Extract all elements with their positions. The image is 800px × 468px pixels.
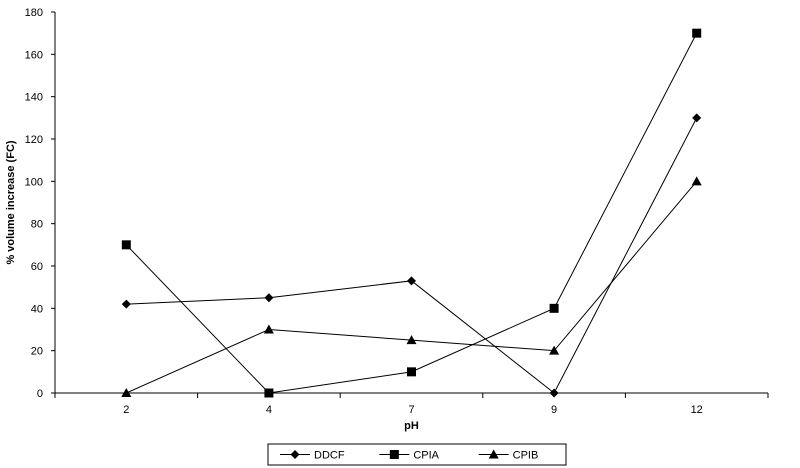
data-point-cpib	[691, 176, 702, 186]
data-point-cpia	[264, 388, 274, 398]
x-tick-label: 7	[408, 404, 414, 416]
y-tick-label: 120	[25, 134, 43, 146]
y-tick-label: 20	[31, 346, 43, 358]
y-tick-label: 160	[25, 49, 43, 61]
x-axis-ticks: 2 4 7 9 12	[54, 393, 769, 416]
y-tick-label: 100	[25, 176, 43, 188]
data-point-ddcf	[121, 299, 131, 309]
data-point-cpib	[549, 345, 560, 355]
legend-marker-ddcf	[290, 450, 300, 459]
y-tick-label: 40	[31, 303, 43, 315]
y-tick-label: 140	[25, 92, 43, 104]
series-markers	[121, 28, 702, 398]
data-point-ddcf	[692, 113, 702, 123]
y-tick-label: 0	[37, 388, 43, 400]
series-line-cpib	[126, 181, 698, 394]
legend-label-cpib: CPIB	[513, 450, 539, 462]
x-tick-label: 9	[551, 404, 557, 416]
x-tick-label: 2	[123, 404, 129, 416]
data-point-ddcf	[407, 276, 416, 286]
legend: DDCF CPIA CPIB	[267, 443, 567, 466]
y-tick-label: 180	[25, 7, 43, 19]
series-line-ddcf	[126, 117, 698, 394]
data-point-cpia	[692, 28, 702, 38]
data-point-cpia	[121, 240, 131, 250]
data-point-ddcf	[549, 388, 559, 398]
legend-label-cpia: CPIA	[413, 450, 439, 462]
axes	[54, 12, 768, 394]
legend-marker-cpib	[488, 449, 499, 459]
legend-box	[267, 443, 567, 466]
x-axis-title: pH	[404, 420, 419, 432]
x-tick-label: 4	[266, 404, 272, 416]
data-point-cpia	[549, 303, 559, 313]
y-tick-label: 80	[31, 219, 43, 231]
y-axis-title: % volume increase (FC)	[5, 140, 17, 264]
y-axis-ticks: 0 20 40 60 80 100 120 140 160 180	[25, 7, 55, 400]
data-point-ddcf	[264, 293, 274, 303]
data-point-cpib	[263, 324, 274, 334]
legend-label-ddcf: DDCF	[314, 450, 345, 462]
data-point-cpib	[406, 335, 417, 345]
y-tick-label: 60	[31, 261, 43, 273]
data-point-cpib	[121, 388, 132, 397]
legend-marker-cpia	[389, 450, 399, 459]
x-tick-label: 12	[691, 404, 703, 416]
data-point-cpia	[407, 367, 416, 377]
